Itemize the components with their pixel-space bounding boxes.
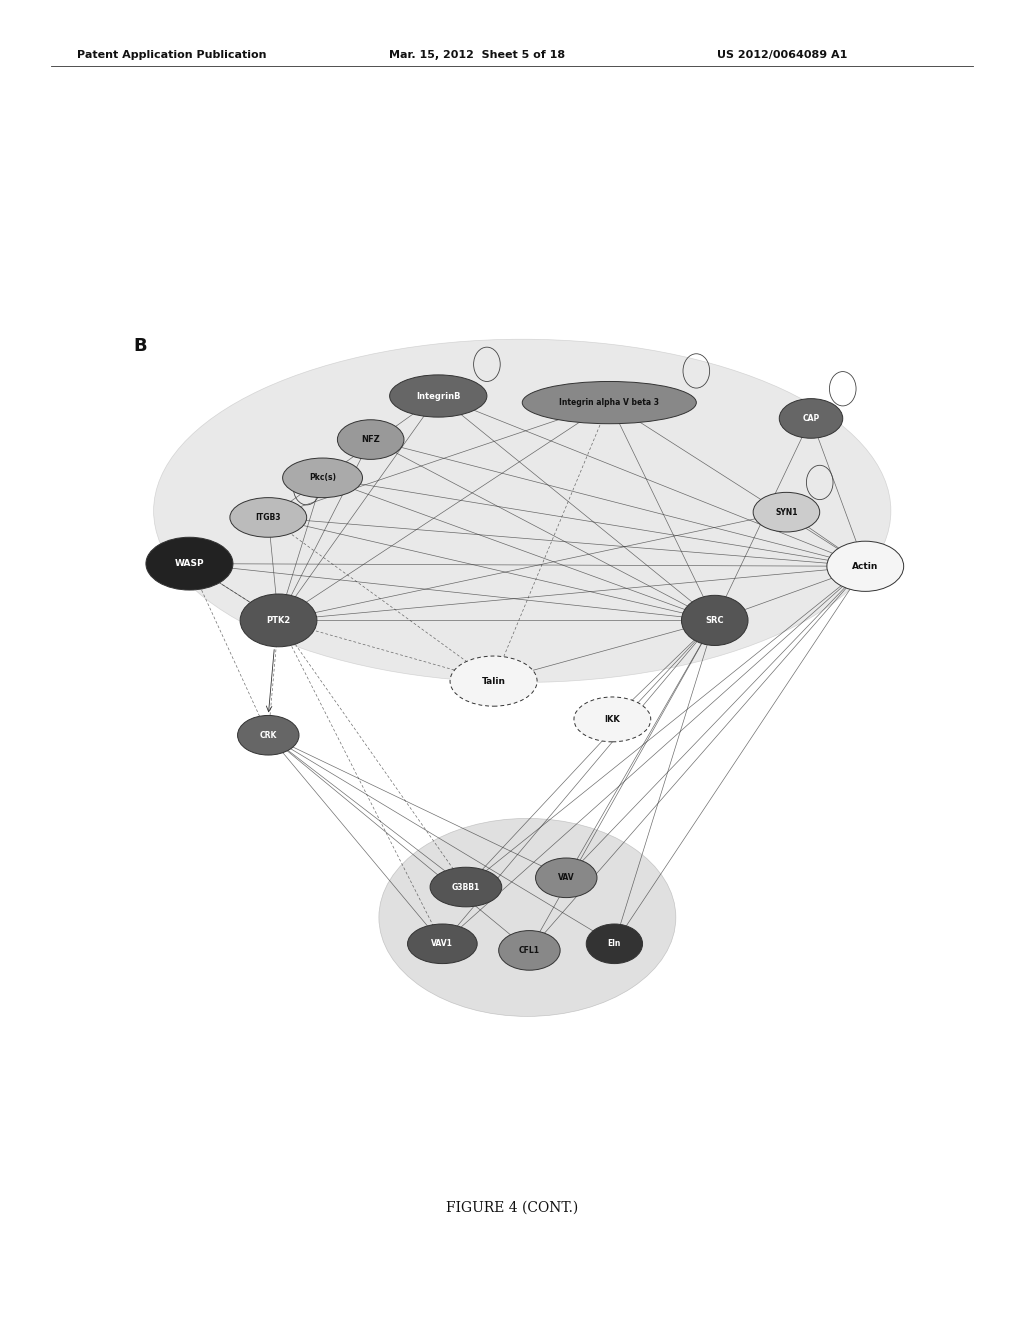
Text: VAV: VAV — [558, 874, 574, 882]
Ellipse shape — [522, 381, 696, 424]
Text: Patent Application Publication: Patent Application Publication — [77, 50, 266, 61]
Text: SRC: SRC — [706, 616, 724, 624]
Text: SYN1: SYN1 — [775, 508, 798, 516]
Ellipse shape — [379, 818, 676, 1016]
Text: CRK: CRK — [260, 731, 276, 739]
Ellipse shape — [154, 339, 891, 682]
Ellipse shape — [779, 399, 843, 438]
Ellipse shape — [827, 541, 903, 591]
Text: FIGURE 4 (CONT.): FIGURE 4 (CONT.) — [445, 1201, 579, 1214]
Ellipse shape — [573, 697, 651, 742]
Ellipse shape — [536, 858, 597, 898]
Text: Mar. 15, 2012  Sheet 5 of 18: Mar. 15, 2012 Sheet 5 of 18 — [389, 50, 565, 61]
Text: G3BB1: G3BB1 — [452, 883, 480, 891]
Ellipse shape — [754, 492, 819, 532]
Ellipse shape — [430, 867, 502, 907]
Text: US 2012/0064089 A1: US 2012/0064089 A1 — [717, 50, 847, 61]
Text: NFZ: NFZ — [361, 436, 380, 444]
Ellipse shape — [229, 498, 307, 537]
Text: Pkc(s): Pkc(s) — [309, 474, 336, 482]
Text: B: B — [133, 337, 146, 355]
Text: CAP: CAP — [803, 414, 819, 422]
Ellipse shape — [499, 931, 560, 970]
Ellipse shape — [145, 537, 233, 590]
Text: IntegrinB: IntegrinB — [416, 392, 461, 400]
Ellipse shape — [238, 715, 299, 755]
Ellipse shape — [389, 375, 487, 417]
Text: VAV1: VAV1 — [431, 940, 454, 948]
Text: Eln: Eln — [607, 940, 622, 948]
Ellipse shape — [240, 594, 317, 647]
Text: Actin: Actin — [852, 562, 879, 570]
Ellipse shape — [586, 924, 643, 964]
Text: WASP: WASP — [175, 560, 204, 568]
Text: IKK: IKK — [604, 715, 621, 723]
Ellipse shape — [283, 458, 362, 498]
Text: Integrin alpha V beta 3: Integrin alpha V beta 3 — [559, 399, 659, 407]
Text: Talin: Talin — [481, 677, 506, 685]
Ellipse shape — [451, 656, 537, 706]
Ellipse shape — [408, 924, 477, 964]
Ellipse shape — [338, 420, 403, 459]
Text: CFL1: CFL1 — [519, 946, 540, 954]
Text: PTK2: PTK2 — [266, 616, 291, 624]
Ellipse shape — [682, 595, 748, 645]
Text: ITGB3: ITGB3 — [256, 513, 281, 521]
